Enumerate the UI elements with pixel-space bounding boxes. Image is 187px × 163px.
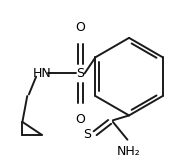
Text: S: S bbox=[83, 128, 91, 141]
Text: HN: HN bbox=[32, 67, 51, 80]
Text: NH₂: NH₂ bbox=[117, 145, 141, 157]
Text: O: O bbox=[76, 21, 85, 34]
Text: S: S bbox=[76, 67, 85, 80]
Text: O: O bbox=[76, 113, 85, 126]
